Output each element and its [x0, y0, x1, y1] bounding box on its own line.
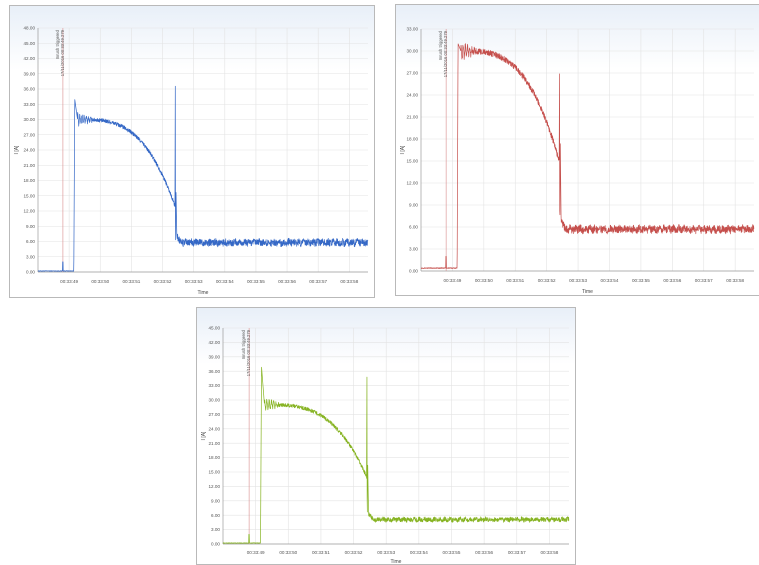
x-tick-label: 00:33:56 — [278, 279, 296, 284]
y-tick-label: 6.00 — [211, 513, 220, 518]
trigger-time: 17/11/2016 00:33:49.279 — [60, 29, 65, 76]
y-tick-label: 18.00 — [209, 455, 221, 460]
x-tick-label: 00:33:55 — [632, 278, 650, 283]
y-tick-label: 15.00 — [209, 470, 221, 475]
y-tick-label: 0.00 — [409, 269, 418, 274]
y-tick-label: 6.00 — [26, 239, 35, 244]
x-tick-label: 00:33:54 — [410, 550, 428, 555]
x-tick-label: 00:33:56 — [475, 550, 493, 555]
y-tick-label: 0.00 — [211, 542, 220, 547]
trigger-label: Inrush triggered — [241, 329, 246, 359]
x-tick-label: 00:33:54 — [216, 279, 234, 284]
x-axis-label: Time — [582, 289, 593, 295]
x-tick-label: 00:33:57 — [695, 278, 713, 283]
y-tick-label: 33.00 — [209, 383, 221, 388]
chart-svg-blue: 0.00 3.00 6.00 9.00 12.00 15.00 18.00 21.00 24.0… — [14, 26, 369, 296]
y-tick-label: 30.00 — [407, 49, 419, 54]
y-axis-label: I [A] — [400, 145, 406, 155]
x-tick-label: 00:33:49 — [247, 550, 265, 555]
y-tick-label: 42.00 — [24, 56, 36, 61]
x-tick-label: 00:33:58 — [540, 550, 558, 555]
y-tick-label: 18.00 — [24, 178, 36, 183]
y-tick-label: 48.00 — [24, 26, 36, 31]
chart-panel-blue: 0.00 3.00 6.00 9.00 12.00 15.00 18.00 21.00 24.0… — [9, 5, 375, 298]
y-tick-label: 27.00 — [209, 412, 221, 417]
x-tick-label: 00:33:57 — [309, 279, 327, 284]
y-tick-label: 33.00 — [407, 27, 419, 32]
trigger-time: 17/11/2016 00:33:49.279 — [246, 329, 251, 376]
y-tick-label: 3.00 — [211, 527, 220, 532]
trigger-label: Inrush triggered — [438, 30, 443, 60]
x-axis-label: Time — [391, 559, 402, 565]
x-tick-label: 00:33:49 — [60, 279, 78, 284]
y-tick-label: 27.00 — [407, 71, 419, 76]
y-tick-label: 15.00 — [24, 193, 36, 198]
series-line-current — [420, 43, 755, 269]
x-tick-label: 00:33:49 — [443, 278, 461, 283]
x-tick-label: 00:33:50 — [91, 279, 109, 284]
x-tick-label: 00:33:53 — [569, 278, 587, 283]
y-tick-label: 33.00 — [24, 102, 36, 107]
x-tick-label: 00:33:55 — [247, 279, 265, 284]
y-tick-label: 45.00 — [209, 326, 221, 331]
y-tick-label: 12.00 — [407, 181, 419, 186]
y-tick-label: 9.00 — [26, 224, 35, 229]
x-tick-label: 00:33:52 — [345, 550, 363, 555]
y-tick-label: 27.00 — [24, 132, 36, 137]
x-tick-label: 00:33:58 — [340, 279, 358, 284]
y-tick-label: 9.00 — [211, 498, 220, 503]
chart-svg-green: 0.00 3.00 6.00 9.00 12.00 15.00 18.00 21.00 24.0… — [201, 326, 570, 565]
y-tick-label: 30.00 — [24, 117, 36, 122]
trigger-label: Inrush triggered — [55, 29, 60, 59]
x-tick-label: 00:33:51 — [312, 550, 330, 555]
x-tick-label: 00:33:52 — [538, 278, 556, 283]
x-tick-label: 00:33:56 — [663, 278, 681, 283]
series-line-current — [37, 85, 369, 272]
chart-panel-red: 0.00 3.00 6.00 9.00 12.00 15.00 18.00 21.00 24.0… — [395, 4, 759, 296]
y-tick-label: 39.00 — [24, 71, 36, 76]
x-tick-label: 00:33:57 — [508, 550, 526, 555]
chart-svg-red: 0.00 3.00 6.00 9.00 12.00 15.00 18.00 21.00 24.0… — [400, 27, 755, 295]
x-tick-label: 00:33:52 — [154, 279, 172, 284]
y-tick-label: 21.00 — [24, 163, 36, 168]
chart-panel-green: 0.00 3.00 6.00 9.00 12.00 15.00 18.00 21.00 24.0… — [196, 307, 576, 565]
y-tick-label: 24.00 — [24, 148, 36, 153]
y-tick-label: 42.00 — [209, 340, 221, 345]
y-tick-label: 36.00 — [209, 369, 221, 374]
y-tick-label: 45.00 — [24, 41, 36, 46]
x-axis-label: Time — [198, 290, 209, 296]
y-tick-label: 39.00 — [209, 354, 221, 359]
y-tick-label: 3.00 — [26, 254, 35, 259]
y-tick-label: 12.00 — [24, 209, 36, 214]
y-tick-label: 21.00 — [209, 441, 221, 446]
x-tick-label: 00:33:53 — [185, 279, 203, 284]
trigger-time: 17/11/2016 00:33:49.279 — [443, 30, 448, 77]
y-tick-label: 21.00 — [407, 115, 419, 120]
x-tick-label: 00:33:51 — [506, 278, 524, 283]
y-tick-label: 3.00 — [409, 247, 418, 252]
y-tick-label: 12.00 — [209, 484, 221, 489]
y-tick-label: 9.00 — [409, 203, 418, 208]
x-tick-label: 00:33:55 — [443, 550, 461, 555]
x-tick-label: 00:33:54 — [601, 278, 619, 283]
x-tick-label: 00:33:58 — [726, 278, 744, 283]
y-axis-label: I [A] — [14, 145, 20, 155]
series-line-current — [222, 366, 570, 544]
x-tick-label: 00:33:50 — [279, 550, 297, 555]
y-tick-label: 6.00 — [409, 225, 418, 230]
y-tick-label: 24.00 — [407, 93, 419, 98]
x-tick-label: 00:33:50 — [475, 278, 493, 283]
y-tick-label: 18.00 — [407, 137, 419, 142]
y-tick-label: 15.00 — [407, 159, 419, 164]
y-tick-label: 36.00 — [24, 87, 36, 92]
y-tick-label: 24.00 — [209, 426, 221, 431]
x-tick-label: 00:33:53 — [377, 550, 395, 555]
x-tick-label: 00:33:51 — [122, 279, 140, 284]
y-axis-label: I [A] — [201, 431, 207, 441]
y-tick-label: 30.00 — [209, 398, 221, 403]
y-tick-label: 0.00 — [26, 270, 35, 275]
